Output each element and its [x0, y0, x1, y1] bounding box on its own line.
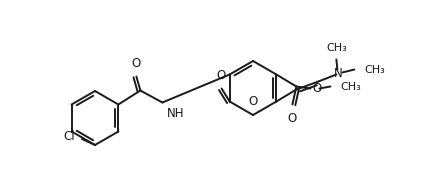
Text: O: O: [312, 82, 322, 95]
Text: CH₃: CH₃: [326, 42, 347, 53]
Text: CH₃: CH₃: [340, 82, 361, 91]
Text: O: O: [248, 95, 258, 108]
Text: CH₃: CH₃: [365, 65, 385, 74]
Text: O: O: [132, 56, 141, 70]
Text: NH: NH: [166, 107, 184, 119]
Text: N: N: [334, 67, 343, 80]
Text: O: O: [216, 68, 225, 82]
Text: O: O: [288, 111, 297, 125]
Text: Cl: Cl: [63, 131, 75, 143]
